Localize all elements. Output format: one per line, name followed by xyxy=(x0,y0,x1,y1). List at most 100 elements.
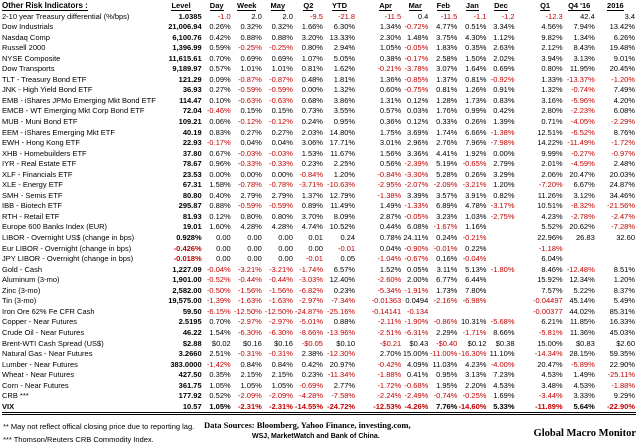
cell: -0.33% xyxy=(269,159,293,169)
column-gap xyxy=(356,1,370,12)
cell: -2.47% xyxy=(611,211,635,221)
cell: 5.52% xyxy=(541,222,563,232)
column-gap xyxy=(356,286,370,297)
cell: -4.05% xyxy=(570,117,595,127)
cell: 0.03% xyxy=(407,106,429,116)
cell: -2.29% xyxy=(611,117,635,127)
cell: 0.81% xyxy=(465,74,487,84)
column-gap xyxy=(516,222,528,233)
cell: 6.04% xyxy=(541,254,563,264)
cell: -0.14141 xyxy=(371,306,402,316)
table-row: CRB *** 177.92 0.52% -2.09% -2.09% -4.28% -7.5… xyxy=(2,391,636,402)
cell: 6.44% xyxy=(465,275,487,285)
table-row: 2-10 year Treasury differential (%/bps) 1… xyxy=(2,12,636,23)
row-label: Brent-WTI Cash Spread (US$) xyxy=(2,338,104,348)
cell: 1.0385 xyxy=(178,11,202,21)
column-gap xyxy=(356,180,370,191)
table-row: JPY LIBOR - Overnight (change in bps) -0.… xyxy=(2,254,636,265)
cell: 0.15% xyxy=(271,106,293,116)
cell: -1.39% xyxy=(206,296,231,306)
header-row: Other Risk Indicators : Level Day Week May Q… xyxy=(2,1,636,12)
cell xyxy=(487,222,515,233)
cell: 1.20% xyxy=(613,275,635,285)
cell: 1.12% xyxy=(493,32,515,42)
cell: 0.04% xyxy=(240,138,262,148)
cell: 3.4 xyxy=(624,11,635,21)
cell: 1.60% xyxy=(209,222,231,232)
cell: 0.27% xyxy=(271,127,293,137)
cell: 8.43% xyxy=(573,43,595,53)
cell: -0.46% xyxy=(206,106,231,116)
cell: -0.69% xyxy=(299,380,323,390)
cell: -0.03% xyxy=(269,148,293,158)
cell: 6.08% xyxy=(407,222,429,232)
cell: 0.24% xyxy=(301,117,323,127)
cell xyxy=(487,233,515,244)
column-gap xyxy=(356,128,370,139)
cell: -7.28% xyxy=(611,222,635,232)
cell: 2.76% xyxy=(436,138,458,148)
row-label: TLT - Treasury Bond ETF xyxy=(2,74,87,84)
cell: 9.29% xyxy=(613,391,635,401)
cell: -$0.05 xyxy=(301,338,323,348)
cell: -6.98% xyxy=(462,296,487,306)
cell: 7.57% xyxy=(541,285,563,295)
column-gap xyxy=(516,96,528,107)
cell: 15.00% xyxy=(402,349,429,359)
row-label: CRB *** xyxy=(2,391,29,401)
cell: -7.98% xyxy=(490,138,515,148)
cell: -1.0 xyxy=(217,11,231,21)
cell: 0.33% xyxy=(436,117,458,127)
cell: 11,615.61 xyxy=(168,53,202,63)
cell: -1.56% xyxy=(238,285,262,295)
row-label: MUB - Muni Bond ETF xyxy=(2,117,78,127)
table-row: VIX 10.57 1.05% -2.31% -2.31% -14.55% -24.72% -… xyxy=(2,401,636,416)
cell: 1.03% xyxy=(465,211,487,221)
cell: 0.60% xyxy=(379,85,402,95)
cell: -1.42% xyxy=(206,359,231,369)
cell: 3.11% xyxy=(436,264,458,274)
cell: -0.04497 xyxy=(533,296,563,306)
cell: 11.10% xyxy=(489,349,515,359)
cell: 0.00 xyxy=(247,243,262,253)
cell xyxy=(458,307,487,318)
column-gap xyxy=(516,106,528,117)
cell: 1.32% xyxy=(541,85,563,95)
col-header-level: Level xyxy=(171,1,191,11)
cell: 45.14% xyxy=(569,296,595,306)
column-gap xyxy=(516,138,528,149)
cell: 24.11% xyxy=(403,233,429,243)
cell xyxy=(487,296,515,307)
cell: -0.67% xyxy=(404,254,429,264)
column-gap xyxy=(516,244,528,255)
cell: 0.00 xyxy=(247,254,262,264)
column-gap xyxy=(516,317,528,328)
cell: 21,006.94 xyxy=(168,22,202,32)
cell: 3.55% xyxy=(333,106,356,116)
row-label: Russell 2000 xyxy=(2,43,46,53)
cell: 0.10% xyxy=(209,95,231,105)
cell: 5.64% xyxy=(563,401,596,416)
cell: 1.73% xyxy=(436,285,458,295)
cell: 11.36% xyxy=(569,327,595,337)
cell: 0.95% xyxy=(333,117,356,127)
cell: 13.33% xyxy=(329,32,356,42)
table-row: EEM - iShares Emerging Mkt ETF 40.19 0.83%… xyxy=(2,128,636,139)
column-gap xyxy=(356,401,371,416)
cell: 4.74% xyxy=(301,222,323,232)
cell: 0.928% xyxy=(176,233,202,243)
cell: $0.38 xyxy=(495,338,515,348)
cell: 3.16% xyxy=(541,95,563,105)
cell: 0.00% xyxy=(493,148,515,158)
row-label: Gold - Cash xyxy=(2,264,43,274)
cell: 1.74% xyxy=(436,127,458,137)
cell xyxy=(596,254,636,265)
cell: 19.01 xyxy=(182,222,202,232)
cell: -4.59% xyxy=(570,159,595,169)
cell: 0.4 xyxy=(417,11,429,21)
cell: 0.32% xyxy=(240,22,262,32)
cell: 3.13% xyxy=(465,370,487,380)
cell: -12.48% xyxy=(566,264,595,274)
cell: 0.26% xyxy=(209,22,231,32)
